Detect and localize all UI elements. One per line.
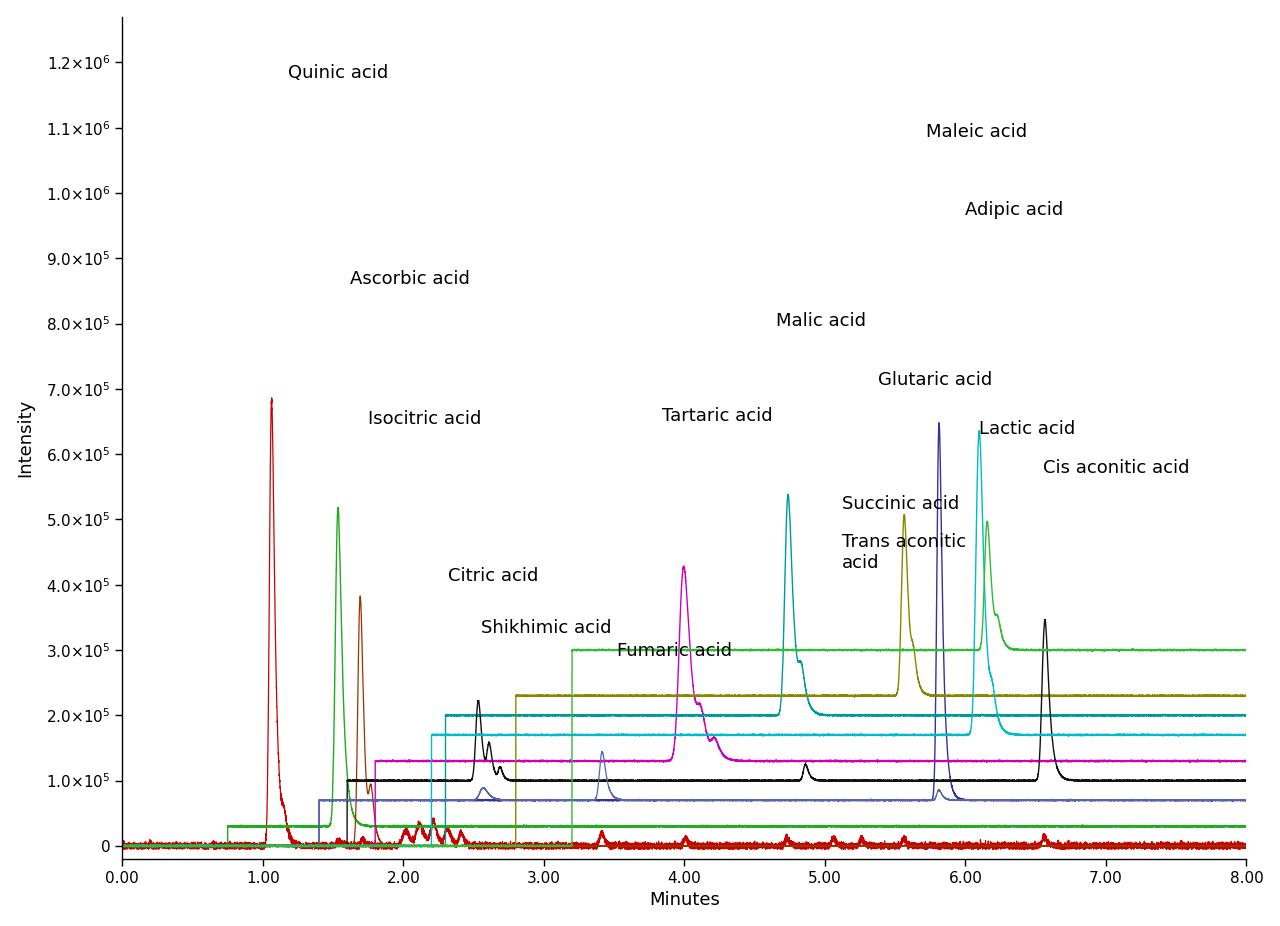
Text: Tartaric acid: Tartaric acid [662,407,773,425]
Y-axis label: Intensity: Intensity [17,399,35,477]
Text: Maleic acid: Maleic acid [925,123,1027,141]
X-axis label: Minutes: Minutes [649,892,719,909]
Text: Shikhimic acid: Shikhimic acid [480,619,611,637]
Text: Malic acid: Malic acid [776,312,865,330]
Text: Fumaric acid: Fumaric acid [617,642,732,660]
Text: Adipic acid: Adipic acid [965,201,1064,219]
Text: Ascorbic acid: Ascorbic acid [349,269,470,288]
Text: Cis aconitic acid: Cis aconitic acid [1043,459,1189,477]
Text: Lactic acid: Lactic acid [979,419,1075,438]
Text: Glutaric acid: Glutaric acid [878,370,992,389]
Text: Succinic acid: Succinic acid [842,494,959,513]
Text: Quinic acid: Quinic acid [288,64,388,82]
Text: Isocitric acid: Isocitric acid [369,410,481,428]
Text: Citric acid: Citric acid [448,567,539,584]
Text: Trans aconitic
acid: Trans aconitic acid [842,532,966,571]
